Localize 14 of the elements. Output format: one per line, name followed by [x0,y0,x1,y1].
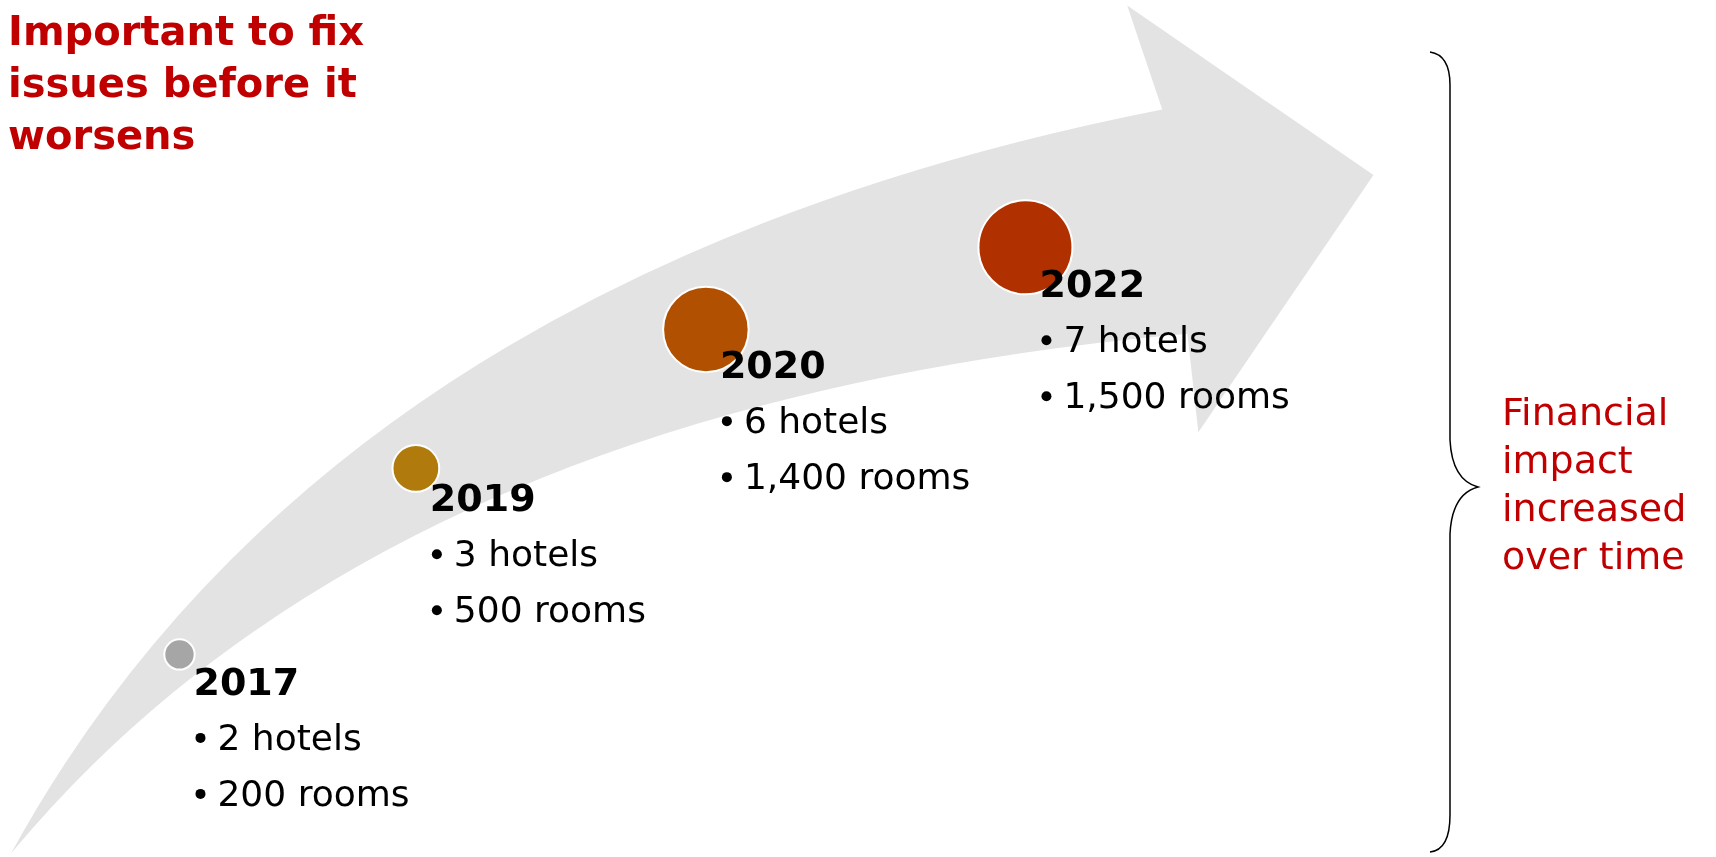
text: Important to fix issues before it worsens [8,8,365,158]
category-label: 2020 [719,343,826,388]
category-label: 2017 [193,659,300,704]
data-label: 6 hotels [743,400,889,442]
data-label: 500 rooms [453,589,646,631]
data-label: 3 hotels [453,533,599,575]
category-label: 2022 [1039,262,1146,307]
category-label: 2019 [429,476,536,521]
text: Financial impact increased over time [1502,390,1687,578]
data-label: 1,400 rooms [743,456,971,498]
data-label: 2 hotels [217,716,362,758]
data-label: 7 hotels [1063,319,1208,361]
data-label: 200 rooms [217,772,410,814]
data-label: 1,500 rooms [1063,375,1290,417]
